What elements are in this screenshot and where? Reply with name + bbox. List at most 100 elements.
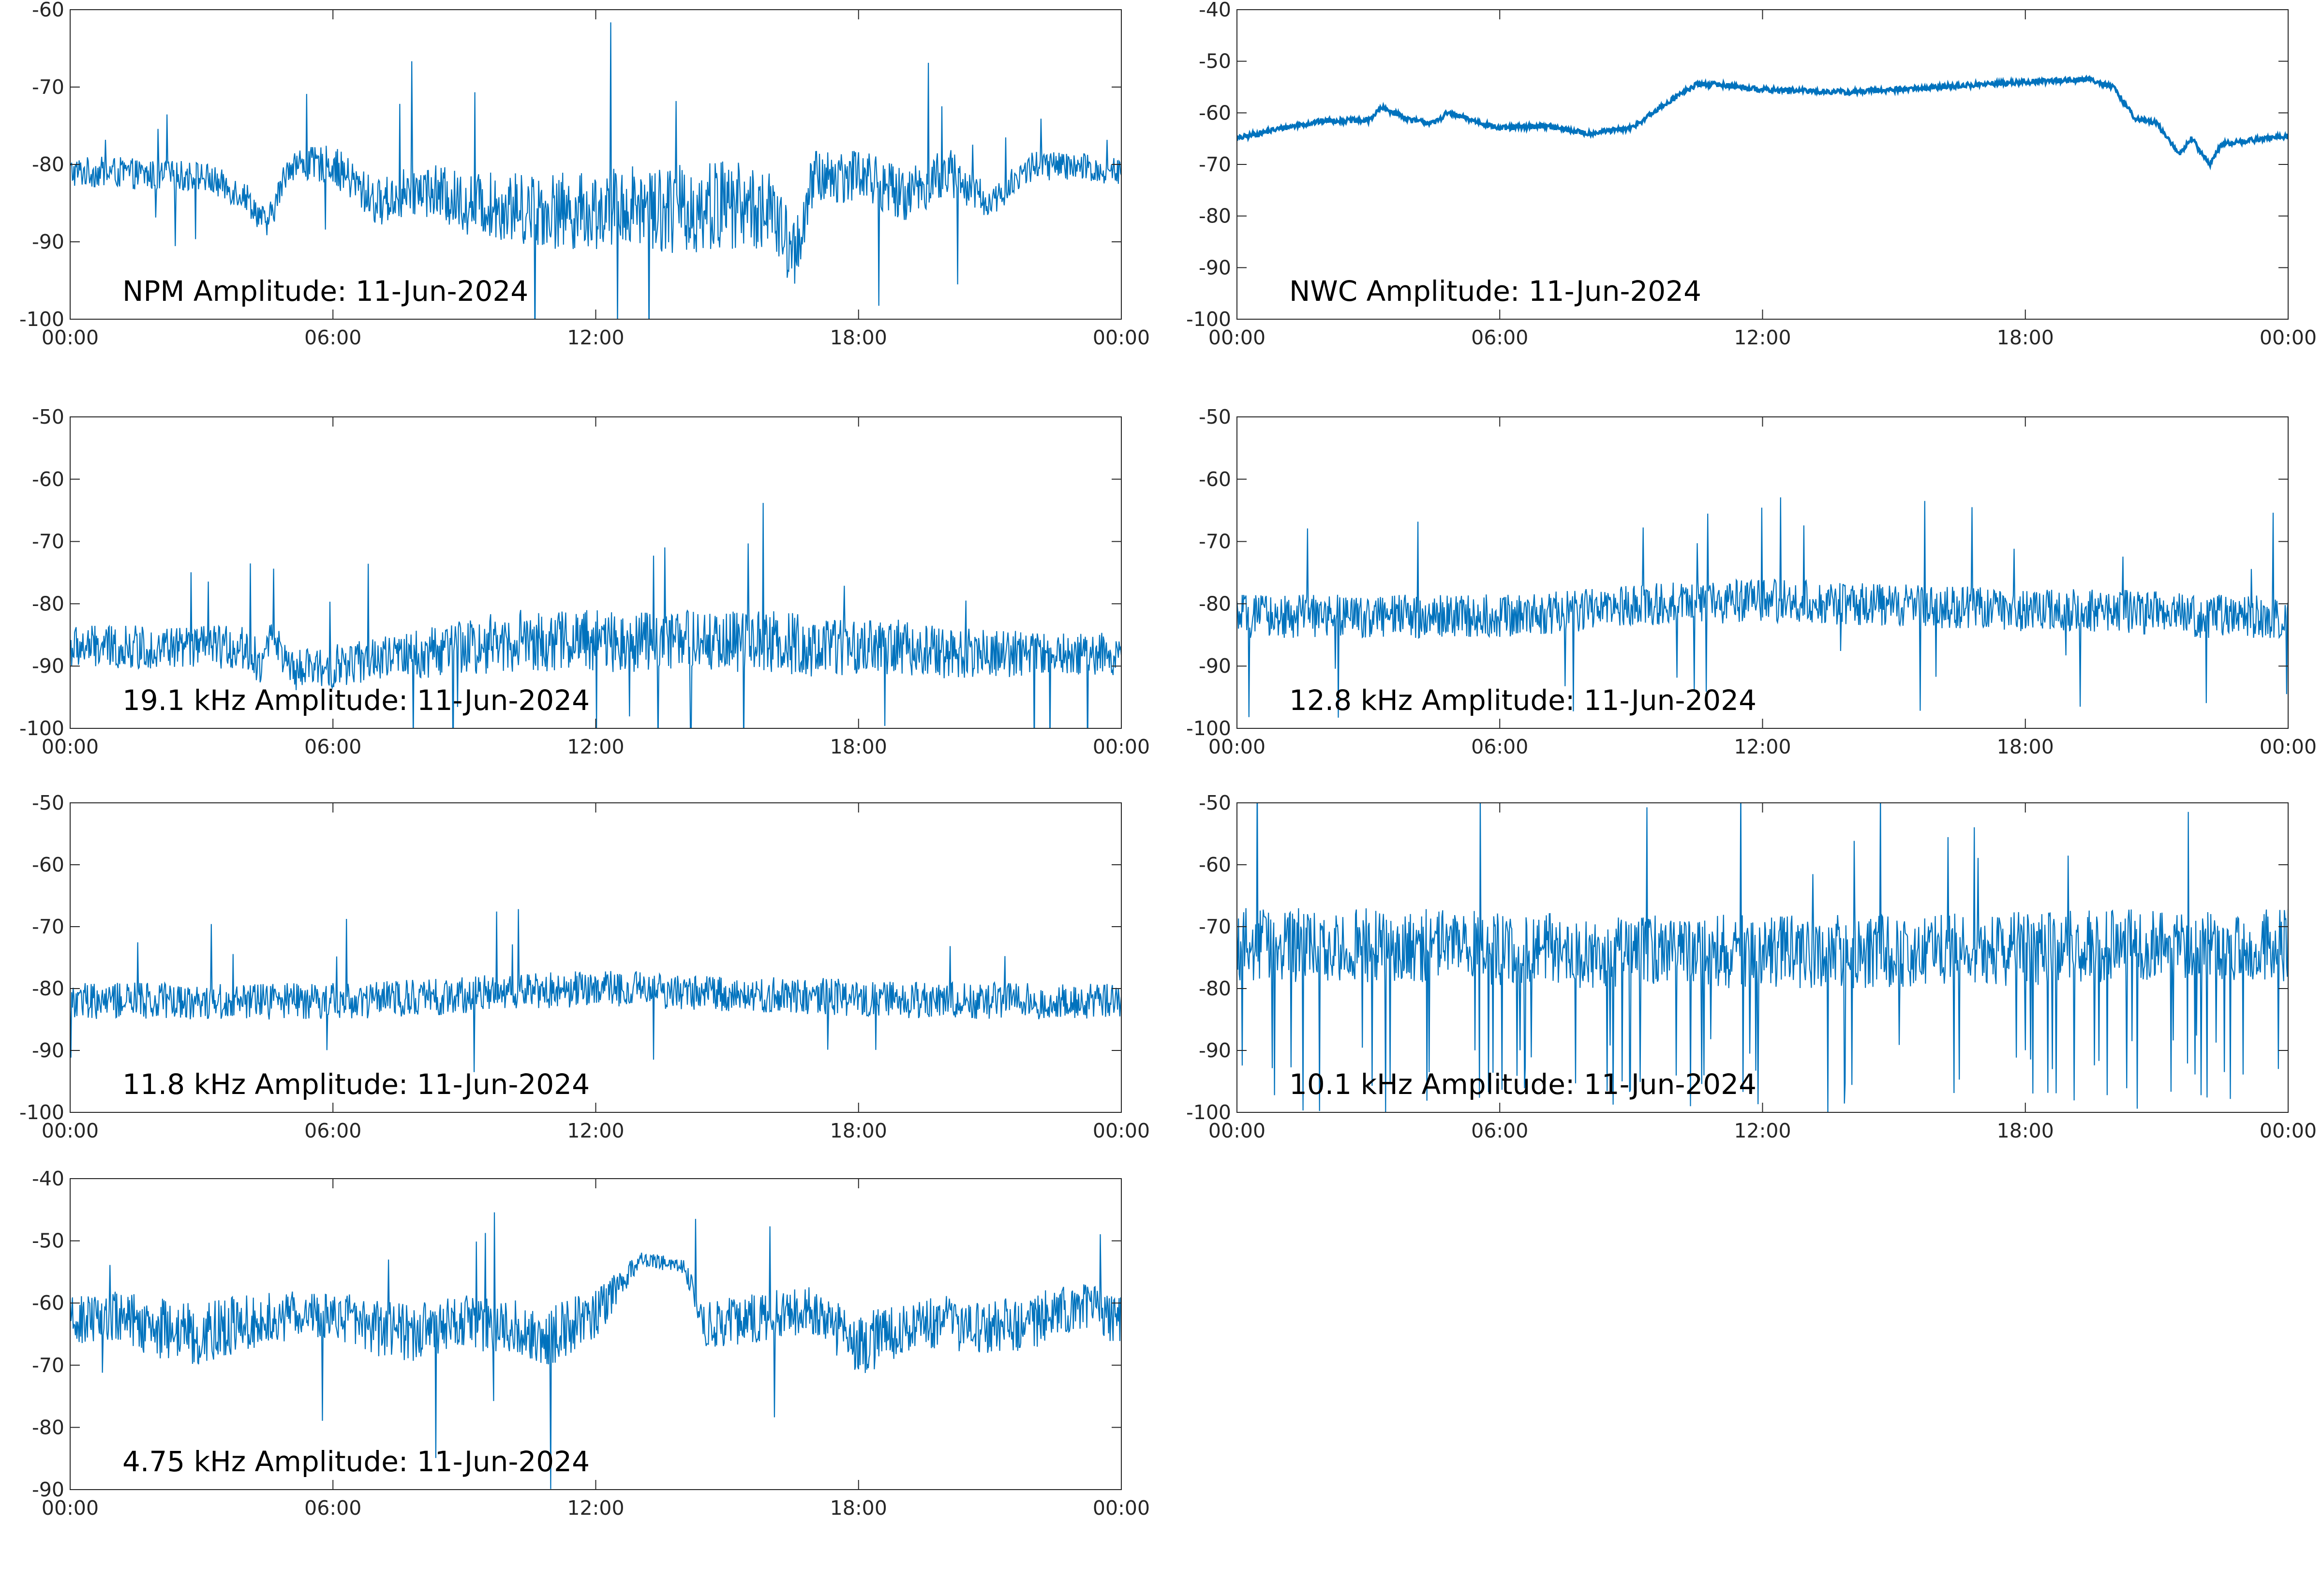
y-tick-label: -80 (1199, 977, 1231, 1000)
y-tick-label: -50 (32, 1229, 64, 1253)
x-tick-label: 06:00 (304, 1496, 361, 1520)
y-tick-label: -60 (32, 0, 64, 21)
x-tick-label: 18:00 (830, 735, 887, 758)
x-tick-label: 12:00 (1734, 735, 1791, 758)
x-tick-label: 06:00 (304, 326, 361, 349)
y-tick-label: -100 (1186, 1101, 1231, 1124)
series-line (1237, 74, 2288, 171)
x-tick-label: 18:00 (830, 1496, 887, 1520)
y-tick-label: -40 (32, 1167, 64, 1190)
x-tick-label: 00:00 (2260, 735, 2317, 758)
x-tick-label: 00:00 (1208, 735, 1265, 758)
x-tick-label: 12:00 (567, 1119, 624, 1142)
y-tick-label: -80 (32, 592, 64, 615)
series-line (70, 22, 1121, 319)
panel-title: 11.8 kHz Amplitude: 11-Jun-2024 (122, 1068, 590, 1101)
x-tick-label: 12:00 (567, 735, 624, 758)
x-tick-label: 06:00 (304, 1119, 361, 1142)
x-tick-label: 00:00 (1093, 326, 1150, 349)
axes-box (1236, 9, 2289, 320)
y-tick-label: -90 (1199, 1039, 1231, 1062)
x-tick-label: 00:00 (42, 326, 99, 349)
x-tick-label: 00:00 (1093, 1496, 1150, 1520)
x-tick-label: 18:00 (1997, 735, 2054, 758)
panel-title: 4.75 kHz Amplitude: 11-Jun-2024 (122, 1445, 590, 1478)
y-tick-label: -50 (1199, 50, 1231, 73)
x-tick-label: 12:00 (1734, 326, 1791, 349)
y-tick-label: -60 (1199, 101, 1231, 124)
y-tick-label: -70 (32, 75, 64, 99)
series-line (70, 1212, 1121, 1489)
x-tick-label: 00:00 (2260, 1119, 2317, 1142)
panel-title: NPM Amplitude: 11-Jun-2024 (122, 275, 528, 308)
series-line (70, 502, 1121, 728)
y-tick-label: -50 (1199, 405, 1231, 429)
x-tick-label: 00:00 (2260, 326, 2317, 349)
x-tick-label: 12:00 (1734, 1119, 1791, 1142)
x-tick-label: 06:00 (1471, 735, 1528, 758)
series-line (1237, 803, 2288, 1112)
x-tick-label: 18:00 (830, 1119, 887, 1142)
x-tick-label: 00:00 (42, 1119, 99, 1142)
y-tick-label: -80 (1199, 205, 1231, 228)
x-tick-label: 00:00 (1093, 1119, 1150, 1142)
y-tick-label: -70 (1199, 530, 1231, 553)
y-tick-label: -90 (1199, 654, 1231, 678)
x-tick-label: 00:00 (1208, 1119, 1265, 1142)
y-tick-label: -90 (32, 1478, 64, 1501)
x-tick-label: 00:00 (42, 1496, 99, 1520)
y-tick-label: -50 (32, 405, 64, 429)
y-tick-label: -60 (32, 1291, 64, 1315)
y-tick-label: -90 (32, 230, 64, 253)
x-tick-label: 06:00 (1471, 1119, 1528, 1142)
x-tick-label: 18:00 (1997, 1119, 2054, 1142)
y-tick-label: -70 (32, 530, 64, 553)
series-line (1237, 497, 2288, 718)
x-tick-label: 18:00 (830, 326, 887, 349)
axes-box (70, 802, 1122, 1113)
x-tick-label: 00:00 (42, 735, 99, 758)
panel-title: 19.1 kHz Amplitude: 11-Jun-2024 (122, 684, 590, 717)
panel-title: 10.1 kHz Amplitude: 11-Jun-2024 (1289, 1068, 1756, 1101)
series-line (70, 909, 1121, 1072)
y-tick-label: -100 (19, 1101, 64, 1124)
y-tick-label: -70 (32, 915, 64, 938)
x-tick-label: 06:00 (1471, 326, 1528, 349)
y-tick-label: -90 (1199, 256, 1231, 279)
y-tick-label: -60 (32, 853, 64, 876)
y-tick-label: -100 (19, 308, 64, 331)
x-tick-label: 00:00 (1208, 326, 1265, 349)
panel-title: NWC Amplitude: 11-Jun-2024 (1289, 275, 1701, 308)
y-tick-label: -90 (32, 1039, 64, 1062)
y-tick-label: -100 (1186, 717, 1231, 740)
y-tick-label: -80 (32, 977, 64, 1000)
y-tick-label: -60 (32, 468, 64, 491)
y-tick-label: -60 (1199, 468, 1231, 491)
y-tick-label: -50 (1199, 791, 1231, 814)
x-tick-label: 12:00 (567, 326, 624, 349)
x-tick-label: 18:00 (1997, 326, 2054, 349)
y-tick-label: -40 (1199, 0, 1231, 21)
y-tick-label: -50 (32, 791, 64, 814)
x-tick-label: 12:00 (567, 1496, 624, 1520)
axes-box (70, 9, 1122, 320)
y-tick-label: -80 (32, 1416, 64, 1439)
y-tick-label: -70 (1199, 915, 1231, 938)
y-tick-label: -60 (1199, 853, 1231, 876)
y-tick-label: -70 (32, 1354, 64, 1377)
y-tick-label: -100 (19, 717, 64, 740)
y-tick-label: -90 (32, 654, 64, 678)
y-tick-label: -70 (1199, 153, 1231, 176)
x-tick-label: 06:00 (304, 735, 361, 758)
y-tick-label: -80 (1199, 592, 1231, 615)
panel-title: 12.8 kHz Amplitude: 11-Jun-2024 (1289, 684, 1756, 717)
y-tick-label: -80 (32, 153, 64, 176)
